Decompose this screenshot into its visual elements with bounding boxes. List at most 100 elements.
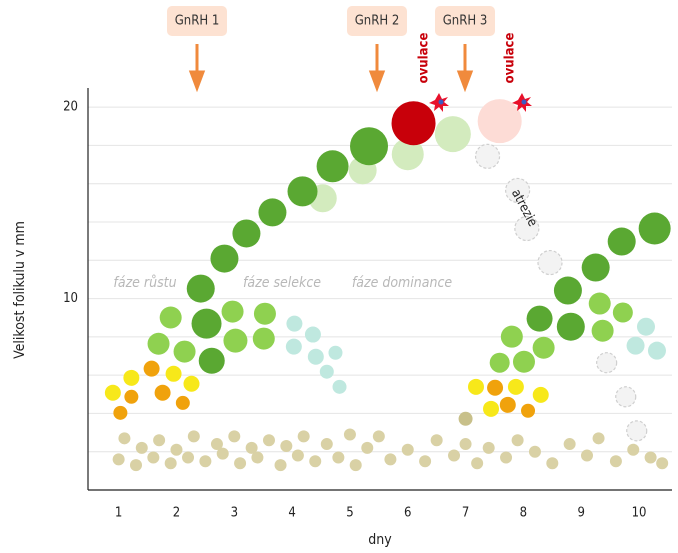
follicle: [174, 341, 196, 363]
phase-label: fáze růstu: [113, 275, 176, 291]
follicle: [627, 444, 639, 456]
oocyte: [522, 100, 527, 105]
follicle: [384, 453, 396, 465]
follicle: [147, 451, 159, 463]
gnrh-label: GnRH 2: [355, 14, 400, 29]
follicle: [184, 376, 200, 392]
follicle: [176, 396, 190, 410]
ovulation-label: ovulace: [503, 33, 518, 84]
follicle: [332, 451, 344, 463]
follicle: [118, 432, 130, 444]
follicle: [228, 430, 240, 442]
follicle: [478, 99, 522, 143]
follicle: [350, 459, 362, 471]
oocyte: [439, 100, 444, 105]
follicle: [263, 434, 275, 446]
follicle: [123, 370, 139, 386]
follicle: [500, 451, 512, 463]
follicle: [124, 390, 138, 404]
follicle: [564, 438, 576, 450]
follicle: [529, 446, 541, 458]
gnrh-label: GnRH 3: [443, 14, 488, 29]
follicle: [113, 406, 127, 420]
follicle: [320, 365, 334, 379]
follicle: [471, 457, 483, 469]
follicle: [210, 245, 238, 273]
follicle: [448, 450, 460, 462]
follicle: [308, 349, 324, 365]
x-tick-label: 3: [231, 506, 238, 521]
follicle: [501, 326, 523, 348]
follicle: [298, 430, 310, 442]
follicle: [554, 277, 582, 305]
x-axis-title: dny: [368, 532, 392, 548]
follicle: [130, 459, 142, 471]
follicle: [538, 251, 562, 275]
follicle: [608, 228, 636, 256]
follicle: [597, 353, 617, 373]
ovulation-label: ovulace: [417, 33, 432, 84]
follicle: [217, 448, 229, 460]
follicle: [166, 366, 182, 382]
follicle: [305, 327, 321, 343]
follicle: [637, 318, 655, 336]
follicle: [160, 307, 182, 329]
follicle: [187, 275, 215, 303]
follicle: [512, 434, 524, 446]
x-tick-label: 1: [115, 506, 122, 521]
follicle: [192, 309, 222, 339]
follicle: [333, 380, 347, 394]
follicle: [581, 450, 593, 462]
follicle: [610, 455, 622, 467]
follicle: [350, 127, 388, 165]
follicle: [593, 432, 605, 444]
follicle: [627, 337, 645, 355]
follicle: [153, 434, 165, 446]
follicle: [155, 385, 171, 401]
arrow: [371, 44, 383, 88]
follicle: [468, 379, 484, 395]
follicle: [288, 176, 318, 206]
phase-label: fáze selekce: [243, 275, 321, 291]
follicle: [280, 440, 292, 452]
follicle: [459, 412, 473, 426]
follicle: [361, 442, 373, 454]
follicle: [253, 328, 275, 350]
follicle: [639, 213, 671, 245]
follicle: [402, 444, 414, 456]
follicle: [483, 442, 495, 454]
follicle: [275, 459, 287, 471]
follicle: [627, 421, 647, 441]
follicle: [317, 150, 349, 182]
follicle: [431, 434, 443, 446]
follicle: [533, 337, 555, 359]
y-tick-label: 10: [63, 291, 78, 306]
follicle: [113, 453, 125, 465]
follicle: [328, 346, 342, 360]
follicle: [513, 351, 535, 373]
x-tick-label: 10: [632, 506, 647, 521]
follicle: [589, 293, 611, 315]
follicle: [232, 219, 260, 247]
follicle: [392, 101, 436, 145]
follicle: [199, 348, 225, 374]
phase-label: fáze dominance: [352, 275, 453, 291]
follicle: [170, 444, 182, 456]
x-tick-label: 2: [173, 506, 180, 521]
follicle: [148, 333, 170, 355]
y-axis-title: Velikost folikulu v mm: [12, 221, 28, 359]
follicle: [490, 353, 510, 373]
follicle: [136, 442, 148, 454]
follicle: [533, 387, 549, 403]
x-tick-label: 8: [520, 506, 527, 521]
follicle: [258, 198, 286, 226]
follicle: [645, 451, 657, 463]
follicle: [476, 144, 500, 168]
x-tick-label: 4: [288, 506, 295, 521]
follicle: [254, 303, 276, 325]
follicle: [616, 387, 636, 407]
x-tick-label: 6: [404, 506, 411, 521]
gnrh-label: GnRH 1: [175, 14, 220, 29]
follicle: [165, 457, 177, 469]
follicle: [648, 342, 666, 360]
